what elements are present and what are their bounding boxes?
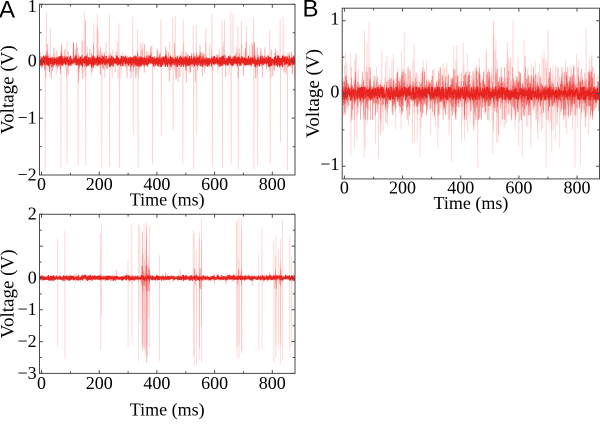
svg-text:0: 0 — [28, 267, 37, 287]
svg-text:400: 400 — [143, 174, 170, 194]
svg-text:Voltage (V): Voltage (V) — [303, 49, 324, 138]
svg-text:Time (ms): Time (ms) — [130, 189, 205, 210]
svg-text:800: 800 — [259, 174, 286, 194]
svg-text:200: 200 — [86, 373, 113, 393]
svg-text:0: 0 — [330, 81, 339, 101]
svg-text:0: 0 — [340, 178, 349, 198]
svg-text:−1: −1 — [320, 154, 339, 174]
svg-text:600: 600 — [201, 174, 228, 194]
svg-text:−1: −1 — [18, 299, 37, 319]
svg-text:800: 800 — [259, 373, 286, 393]
svg-text:1: 1 — [330, 9, 339, 29]
svg-text:Voltage (V): Voltage (V) — [0, 249, 18, 338]
svg-text:Time (ms): Time (ms) — [130, 399, 205, 420]
svg-text:200: 200 — [86, 174, 113, 194]
svg-text:−3: −3 — [18, 363, 37, 383]
svg-text:0: 0 — [37, 174, 46, 194]
svg-text:600: 600 — [505, 178, 532, 198]
svg-text:800: 800 — [564, 178, 591, 198]
svg-text:0: 0 — [28, 51, 37, 71]
svg-text:−2: −2 — [18, 331, 37, 351]
svg-text:Voltage (V): Voltage (V) — [0, 45, 18, 134]
svg-text:2: 2 — [28, 204, 37, 224]
svg-text:A: A — [0, 0, 15, 24]
svg-text:200: 200 — [389, 178, 416, 198]
svg-text:Time (ms): Time (ms) — [433, 193, 508, 214]
svg-text:1: 1 — [28, 0, 37, 16]
svg-text:−1: −1 — [18, 108, 37, 128]
svg-text:B: B — [303, 0, 319, 23]
svg-text:0: 0 — [37, 373, 46, 393]
svg-text:400: 400 — [143, 373, 170, 393]
svg-text:400: 400 — [447, 178, 474, 198]
svg-text:−2: −2 — [18, 164, 37, 184]
svg-text:600: 600 — [201, 373, 228, 393]
